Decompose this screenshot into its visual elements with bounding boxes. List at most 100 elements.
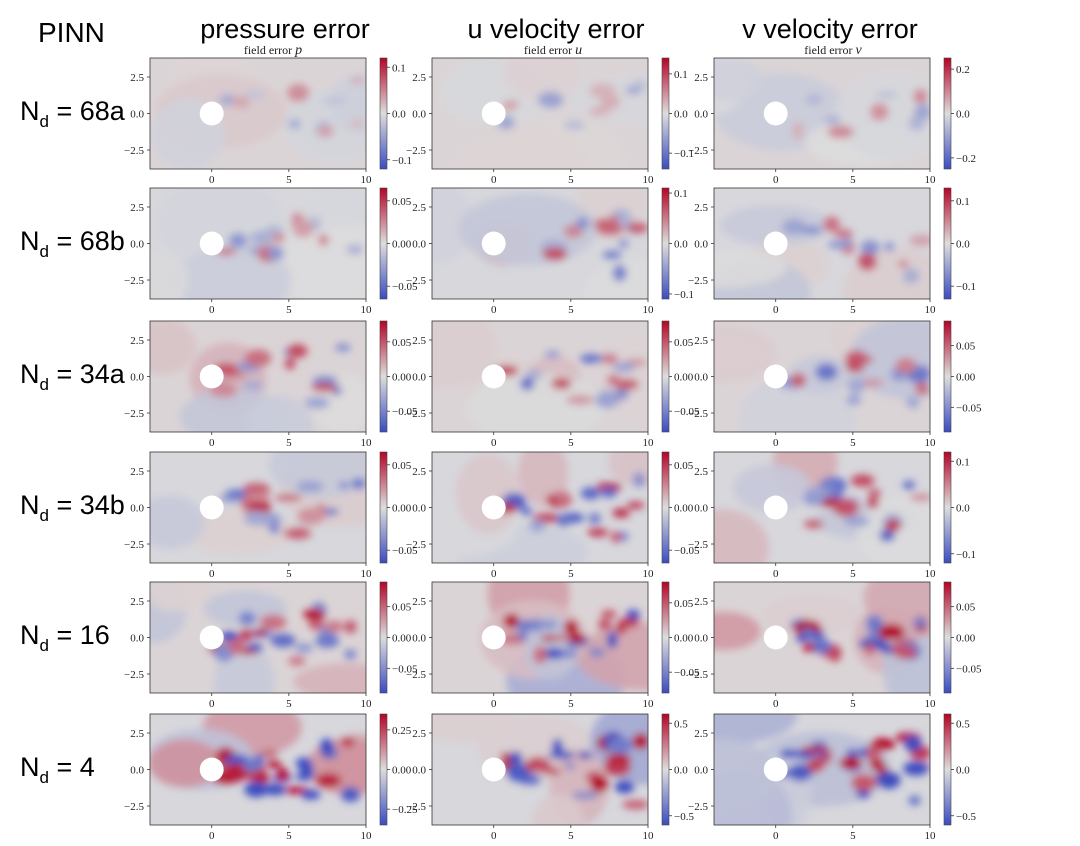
wake-structure: [284, 357, 296, 370]
y-tick-label: −2.5: [406, 145, 426, 157]
colorbar: [379, 57, 388, 170]
colorbar: [379, 713, 388, 826]
panel-u-68a: 2.5 0.0 −2.5 0 5 10 0.1 0.0 −0.1: [406, 57, 694, 186]
wake-structure: [912, 617, 928, 628]
x-tick-label: 0: [773, 568, 779, 580]
field-region: [275, 215, 366, 299]
colorbar: [943, 320, 952, 433]
field-region: [465, 372, 606, 432]
y-tick-label: 2.5: [412, 728, 426, 740]
wake-structure: [909, 234, 930, 246]
y-tick-label: 2.5: [130, 72, 144, 84]
x-tick-label: 10: [925, 698, 937, 710]
heatmap-field: [440, 58, 648, 169]
wake-structure: [317, 125, 335, 138]
colorbar-tick-label: 0.25: [392, 725, 412, 737]
x-tick-label: 10: [361, 830, 373, 842]
panel-v-34a: 2.5 0.0 −2.5 0 5 10 0.05 0.00 −0.05: [688, 320, 982, 449]
colorbar: [943, 187, 952, 300]
colorbar-tick-label: −0.5: [674, 811, 694, 823]
wake-structure: [295, 773, 310, 781]
x-tick-label: 5: [850, 698, 856, 710]
y-tick-label: 2.5: [694, 466, 708, 478]
colorbar-tick-label: −0.05: [674, 406, 700, 418]
y-tick-label: 2.5: [694, 72, 708, 84]
wake-structure: [588, 512, 601, 525]
panel-v-68b: 2.5 0.0 −2.5 0 5 10 0.1 0.0 −0.1: [688, 187, 976, 316]
colorbar-tick-label: 0.0: [674, 765, 688, 777]
field-region: [293, 663, 366, 693]
colorbar-tick-label: 0.1: [392, 62, 406, 74]
wake-structure: [547, 768, 560, 775]
wake-structure: [577, 751, 593, 759]
wake-structure: [315, 773, 342, 788]
cylinder-mask: [199, 101, 224, 126]
wake-structure: [827, 240, 851, 249]
y-tick-label: −2.5: [406, 275, 426, 287]
field-region: [517, 452, 569, 507]
colorbar-tick-label: 0.0: [956, 109, 970, 121]
x-tick-label: 5: [286, 304, 292, 316]
colorbar-tick-label: 0.1: [956, 196, 970, 208]
wake-structure: [341, 737, 355, 747]
wake-structure: [312, 376, 338, 386]
x-tick-label: 0: [773, 174, 779, 186]
wake-structure: [319, 738, 334, 756]
panel-p-4: 2.5 0.0 −2.5 0 5 10 0.25 0.00 −0.25: [124, 713, 418, 842]
method-label: PINN: [38, 17, 105, 48]
wake-structure: [250, 230, 273, 245]
wake-structure: [857, 253, 878, 271]
wake-structure: [232, 96, 250, 109]
colorbar-tick-label: −0.5: [956, 811, 976, 823]
field-region: [714, 714, 798, 745]
y-tick-label: −2.5: [688, 539, 708, 551]
colorbar: [661, 713, 670, 826]
wake-structure: [832, 498, 860, 517]
wake-structure: [626, 222, 648, 234]
wake-structure: [904, 735, 922, 752]
x-tick-label: 0: [209, 830, 215, 842]
wake-structure: [598, 618, 613, 631]
wake-structure: [847, 377, 866, 394]
wake-structure: [909, 494, 930, 502]
wake-structure: [565, 395, 594, 405]
y-tick-label: 0.0: [694, 765, 708, 777]
x-tick-label: 0: [491, 568, 497, 580]
y-tick-label: 0.0: [130, 372, 144, 384]
row-label-68b: Nd = 68b: [20, 226, 125, 261]
colorbar-tick-label: 0.5: [956, 718, 970, 730]
y-tick-label: −2.5: [124, 275, 144, 287]
colorbar-tick-label: −0.05: [392, 545, 418, 557]
wake-structure: [617, 618, 640, 628]
x-tick-label: 10: [925, 174, 937, 186]
wake-structure: [884, 242, 895, 252]
cylinder-mask: [199, 495, 224, 520]
x-tick-label: 0: [491, 830, 497, 842]
y-tick-label: −2.5: [124, 539, 144, 551]
wake-structure: [228, 232, 248, 249]
wake-structure: [267, 246, 285, 261]
wake-structure: [276, 767, 289, 782]
cylinder-mask: [481, 757, 506, 782]
wake-structure: [266, 760, 282, 769]
wake-core: [788, 763, 813, 782]
subplot-title-p: field error p: [244, 43, 302, 58]
colorbar-tick-label: −0.1: [674, 289, 694, 301]
wake-structure: [239, 628, 253, 642]
wake-structure: [815, 363, 838, 381]
x-tick-label: 10: [361, 304, 373, 316]
heatmap-field: [432, 714, 648, 825]
cylinder-mask: [763, 364, 788, 389]
y-tick-label: 0.0: [694, 503, 708, 515]
y-tick-label: 2.5: [694, 335, 708, 347]
wake-structure: [805, 487, 830, 497]
x-tick-label: 5: [568, 437, 574, 449]
wake-structure: [531, 618, 544, 632]
field-region: [576, 622, 648, 691]
wake-structure: [603, 760, 631, 776]
field-region: [150, 249, 189, 299]
colorbar: [661, 57, 670, 170]
y-tick-label: 2.5: [130, 202, 144, 214]
wake-structure: [914, 382, 930, 396]
field-region: [714, 737, 778, 813]
